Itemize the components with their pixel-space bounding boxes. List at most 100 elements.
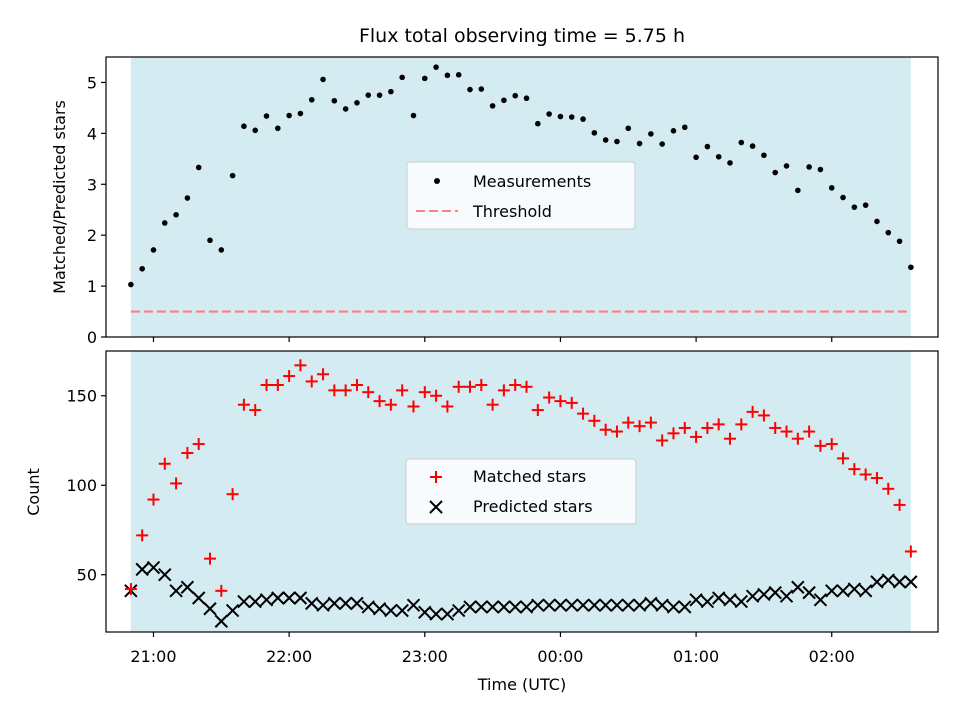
matched-star-point [644, 416, 657, 429]
measurement-point [421, 75, 428, 82]
predicted-star-point [135, 562, 149, 577]
predicted-star-point [485, 600, 500, 614]
predicted-star-point [214, 614, 229, 628]
matched-star-point [192, 438, 205, 451]
matched-star-point [452, 380, 465, 393]
predicted-star-point [711, 591, 726, 605]
predicted-star-point [440, 607, 455, 621]
matched-star-point [226, 488, 239, 501]
legend-matched-label: Matched stars [473, 467, 586, 486]
matched-star-point [475, 379, 488, 392]
matched-star-point [339, 384, 352, 397]
bottom-y-axis-title: Count [24, 468, 43, 516]
top-plot-frame [105, 56, 939, 338]
matched-star-point [701, 421, 714, 434]
predicted-star-point [225, 603, 240, 618]
measurement-point [535, 120, 541, 127]
predicted-star-point [565, 598, 579, 612]
measurement-point [715, 153, 722, 160]
bottom-legend: Matched stars Predicted stars [405, 458, 637, 525]
predicted-star-point [293, 591, 308, 605]
predicted-star-point [655, 598, 669, 612]
predicted-star-point [542, 598, 556, 612]
measurement-point [501, 97, 507, 104]
predicted-star-point [745, 589, 760, 603]
matched-star-point [893, 498, 906, 511]
predicted-star-point [158, 568, 172, 582]
measurement-point [354, 100, 360, 106]
top-x-axis [152, 337, 833, 342]
legend-threshold-label: Threshold [472, 202, 552, 221]
matched-star-point [147, 493, 160, 506]
measurement-point [173, 212, 179, 218]
measurement-point [896, 238, 903, 245]
predicted-star-point [892, 575, 907, 589]
predicted-star-point [870, 575, 884, 589]
bottom-marks [124, 359, 918, 628]
measurement-point [659, 141, 665, 147]
matched-star-point [633, 420, 646, 433]
top-y-axis: 0 1 2 3 4 5 [87, 73, 106, 347]
measurement-point [297, 110, 304, 117]
matched-star-point [136, 529, 149, 542]
predicted-star-point [282, 591, 296, 605]
matched-star-point [181, 447, 194, 460]
measurement-point [523, 95, 530, 102]
measurement-point [252, 127, 259, 134]
matched-star-point [588, 414, 601, 427]
x-tick-label: 01:00 [673, 647, 719, 666]
predicted-star-point [237, 594, 251, 609]
matched-star-point [441, 400, 454, 413]
x-axis-title: Time (UTC) [477, 675, 566, 694]
matched-star-point [305, 375, 318, 388]
legend-measurements-label: Measurements [473, 172, 591, 191]
matched-star-point [384, 398, 397, 411]
matched-star-point [430, 389, 443, 402]
matched-star-point [870, 472, 883, 485]
predicted-star-point [519, 600, 534, 614]
matched-star-point [543, 391, 556, 404]
measurement-point [828, 185, 835, 191]
matched-star-point [554, 395, 567, 408]
predicted-star-point [271, 591, 285, 605]
predicted-star-point [779, 589, 794, 603]
measurement-point [342, 106, 349, 112]
matched-star-point [418, 386, 431, 399]
measurement-point [806, 164, 812, 170]
y-tick-label: 4 [87, 124, 97, 143]
matched-star-point [848, 463, 861, 476]
matched-star-point [825, 438, 838, 451]
measurement-point [727, 160, 733, 166]
predicted-star-point [904, 575, 918, 589]
bottom-y-axis: 50 100 150 [66, 387, 106, 585]
measurement-point [851, 204, 858, 210]
measurement-point [455, 72, 462, 78]
predicted-star-point [203, 602, 217, 616]
matched-star-point [837, 452, 850, 465]
measurement-point [320, 76, 326, 83]
measurement-point [602, 137, 609, 143]
matched-star-point [599, 423, 612, 436]
legend-measurements-marker [434, 178, 440, 184]
matched-star-point [769, 421, 782, 434]
matched-star-point [622, 416, 635, 429]
measurement-point [467, 86, 473, 93]
measurement-point [648, 131, 654, 137]
y-tick-label: 0 [87, 328, 97, 347]
predicted-star-point [497, 600, 511, 614]
predicted-star-point [327, 596, 342, 611]
measurement-point [161, 220, 168, 226]
predicted-star-point [689, 593, 703, 607]
measurement-point [795, 187, 801, 194]
matched-star-point [746, 405, 759, 418]
matched-star-point [531, 404, 544, 417]
predicted-star-point [305, 596, 319, 611]
x-tick-label: 22:00 [266, 647, 312, 666]
measurement-point [772, 169, 779, 176]
matched-star-point [520, 380, 533, 393]
measurement-point [840, 194, 846, 201]
top-legend: Measurements Threshold [406, 161, 636, 230]
predicted-star-point [463, 600, 477, 614]
matched-star-point [497, 384, 510, 397]
